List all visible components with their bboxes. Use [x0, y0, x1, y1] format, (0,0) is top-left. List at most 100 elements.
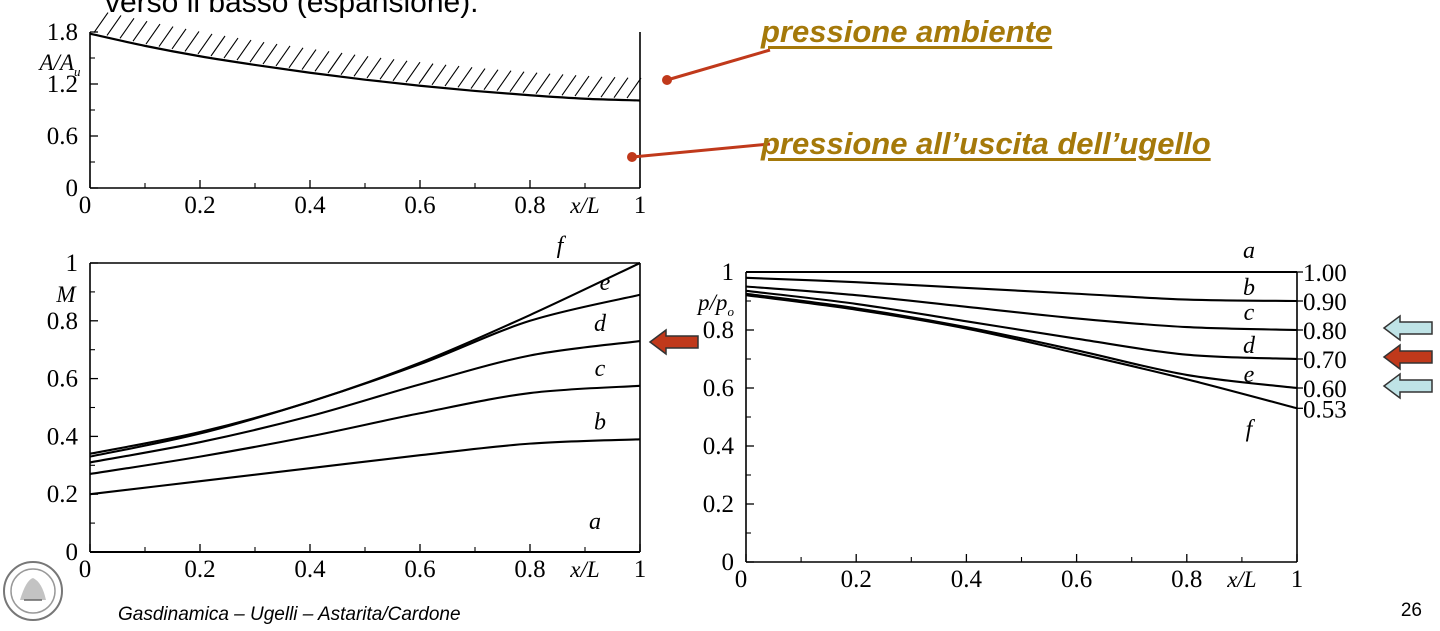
- y-tick-label: 0: [66, 539, 79, 566]
- mach-indicator-arrow-icon: [648, 328, 699, 356]
- hatch-mark: [418, 63, 434, 84]
- pressure-indicator-arrow-light-upper-icon: [1382, 314, 1433, 342]
- mach-series-line-d: [89, 339, 641, 464]
- hatch-mark: [392, 60, 408, 82]
- slide-top-text: verso il basso (espansione).: [105, 0, 479, 19]
- mach-series-label-e: e: [600, 270, 611, 296]
- y-axis-label: M: [55, 282, 77, 307]
- y-tick-label: 0: [722, 549, 735, 576]
- pressure-series-line-b: [745, 276, 1298, 303]
- hatch-mark: [548, 74, 564, 95]
- hatch-mark: [340, 54, 356, 75]
- mach-series-line-e: [89, 293, 641, 458]
- hatch-mark: [223, 37, 239, 59]
- callout-connectors: [627, 48, 771, 162]
- x-axis-label: x/L: [1226, 567, 1256, 592]
- pressure-indicator-arrow-red-icon: [1382, 343, 1433, 371]
- connector-ambient-dot: [662, 75, 672, 85]
- pressure-series-label-a: a: [1243, 238, 1255, 264]
- y-tick-label: 1: [722, 259, 735, 286]
- x-tick-label: 0: [79, 192, 92, 219]
- hatch-mark: [444, 65, 460, 87]
- hatch-mark: [353, 55, 369, 77]
- indicator-arrows: [648, 314, 1433, 400]
- x-tick-label: 0.2: [184, 192, 215, 219]
- mach-series-label-c: c: [595, 356, 606, 382]
- pressure-indicator-arrow-light-lower-icon: [1382, 372, 1433, 400]
- hatch-mark: [249, 41, 265, 63]
- pressure-right-value-f: 0.53: [1303, 396, 1347, 423]
- pressure-right-value-b: 0.90: [1303, 289, 1347, 316]
- mach-series-line-c: [89, 384, 641, 476]
- x-tick-label: 0.2: [841, 566, 872, 593]
- hatch-mark: [106, 15, 122, 36]
- x-tick-label: 0: [79, 556, 92, 583]
- hatch-mark: [366, 57, 382, 79]
- y-tick-label: 0: [66, 175, 79, 202]
- pressure-series-line-e: [745, 292, 1298, 390]
- hatch-mark: [93, 12, 109, 33]
- pressure-series-line-d: [745, 289, 1298, 361]
- hatch-mark: [145, 23, 161, 45]
- x-axis-label: x/L: [569, 557, 599, 582]
- hatch-mark: [301, 49, 317, 70]
- y-axis-label: p/po: [696, 290, 734, 319]
- hatch-mark: [158, 26, 174, 47]
- x-tick-label: 0.8: [1171, 566, 1202, 593]
- connector-exit: [631, 142, 771, 159]
- pressure-right-value-d: 0.70: [1303, 347, 1347, 374]
- x-tick-label: 1: [1291, 566, 1304, 593]
- hatch-mark: [184, 31, 200, 52]
- x-axis-label: x/L: [569, 193, 599, 218]
- slide-footer: Gasdinamica – Ugelli – Astarita/Cardone: [118, 604, 461, 625]
- x-tick-label: 0.2: [184, 556, 215, 583]
- x-tick-label: 0.6: [404, 556, 435, 583]
- pressure-series-label-f: f: [1246, 416, 1256, 442]
- hatch-mark: [379, 59, 395, 80]
- x-tick-label: 0.4: [951, 566, 983, 593]
- callout-exit-pressure: pressione all’uscita dell’ugello: [761, 126, 1211, 161]
- mach-number-chart: 0 0.2 0.4 0.6 0.8 1 x/L 0 0.2 0.4 0.6 0.8 1 Ma b cde f: [47, 233, 647, 583]
- hatch-mark: [327, 52, 343, 74]
- hatch-mark: [600, 76, 616, 98]
- hatch-mark: [275, 45, 291, 67]
- hatch-mark: [210, 35, 226, 57]
- x-tick-label: 0.4: [294, 192, 326, 219]
- mach-series-line-f: [89, 262, 641, 455]
- hatch-mark: [483, 69, 499, 90]
- hatch-mark: [132, 20, 148, 42]
- pressure-right-value-e: 0.60: [1303, 376, 1347, 403]
- pressure-series-label-e: e: [1244, 362, 1255, 388]
- pressure-right-value-c: 0.80: [1303, 318, 1347, 345]
- y-tick-label: 0.2: [47, 481, 78, 508]
- university-seal-logo: [3, 561, 63, 621]
- x-tick-label: 0.4: [294, 556, 326, 583]
- y-tick-label: 0.4: [47, 423, 79, 450]
- wall-hatching: [93, 12, 642, 99]
- hatch-mark: [561, 74, 577, 96]
- mach-series-label-f: f: [557, 233, 567, 259]
- hatch-mark: [405, 61, 421, 83]
- pressure-series-line-c: [745, 285, 1298, 332]
- mach-series-label-b: b: [594, 409, 606, 435]
- y-tick-label: 0.6: [703, 375, 734, 402]
- x-tick-label: 0.8: [514, 192, 545, 219]
- hatch-mark: [314, 51, 330, 72]
- hatch-mark: [509, 71, 525, 93]
- x-tick-label: 0.8: [514, 556, 545, 583]
- hatch-mark: [457, 67, 473, 88]
- pressure-series-label-b: b: [1243, 275, 1255, 301]
- x-tick-label: 0: [735, 566, 748, 593]
- hatch-mark: [496, 70, 512, 91]
- y-tick-label: 1: [66, 250, 79, 277]
- y-axis-label-subscript: u: [74, 64, 81, 79]
- connector-ambient: [666, 48, 771, 82]
- hatch-mark: [574, 75, 590, 97]
- hatch-mark: [197, 33, 213, 55]
- pressure-ratio-chart: 0 0.2 0.4 0.6 0.8 1 x/L 0 0.2 0.4 0.6 0.8 1 p/po a 1.00…: [696, 238, 1347, 593]
- hatch-mark: [613, 77, 629, 98]
- y-tick-label: 0.8: [47, 308, 78, 335]
- hatch-mark: [470, 68, 486, 89]
- area-profile-line: [89, 32, 641, 102]
